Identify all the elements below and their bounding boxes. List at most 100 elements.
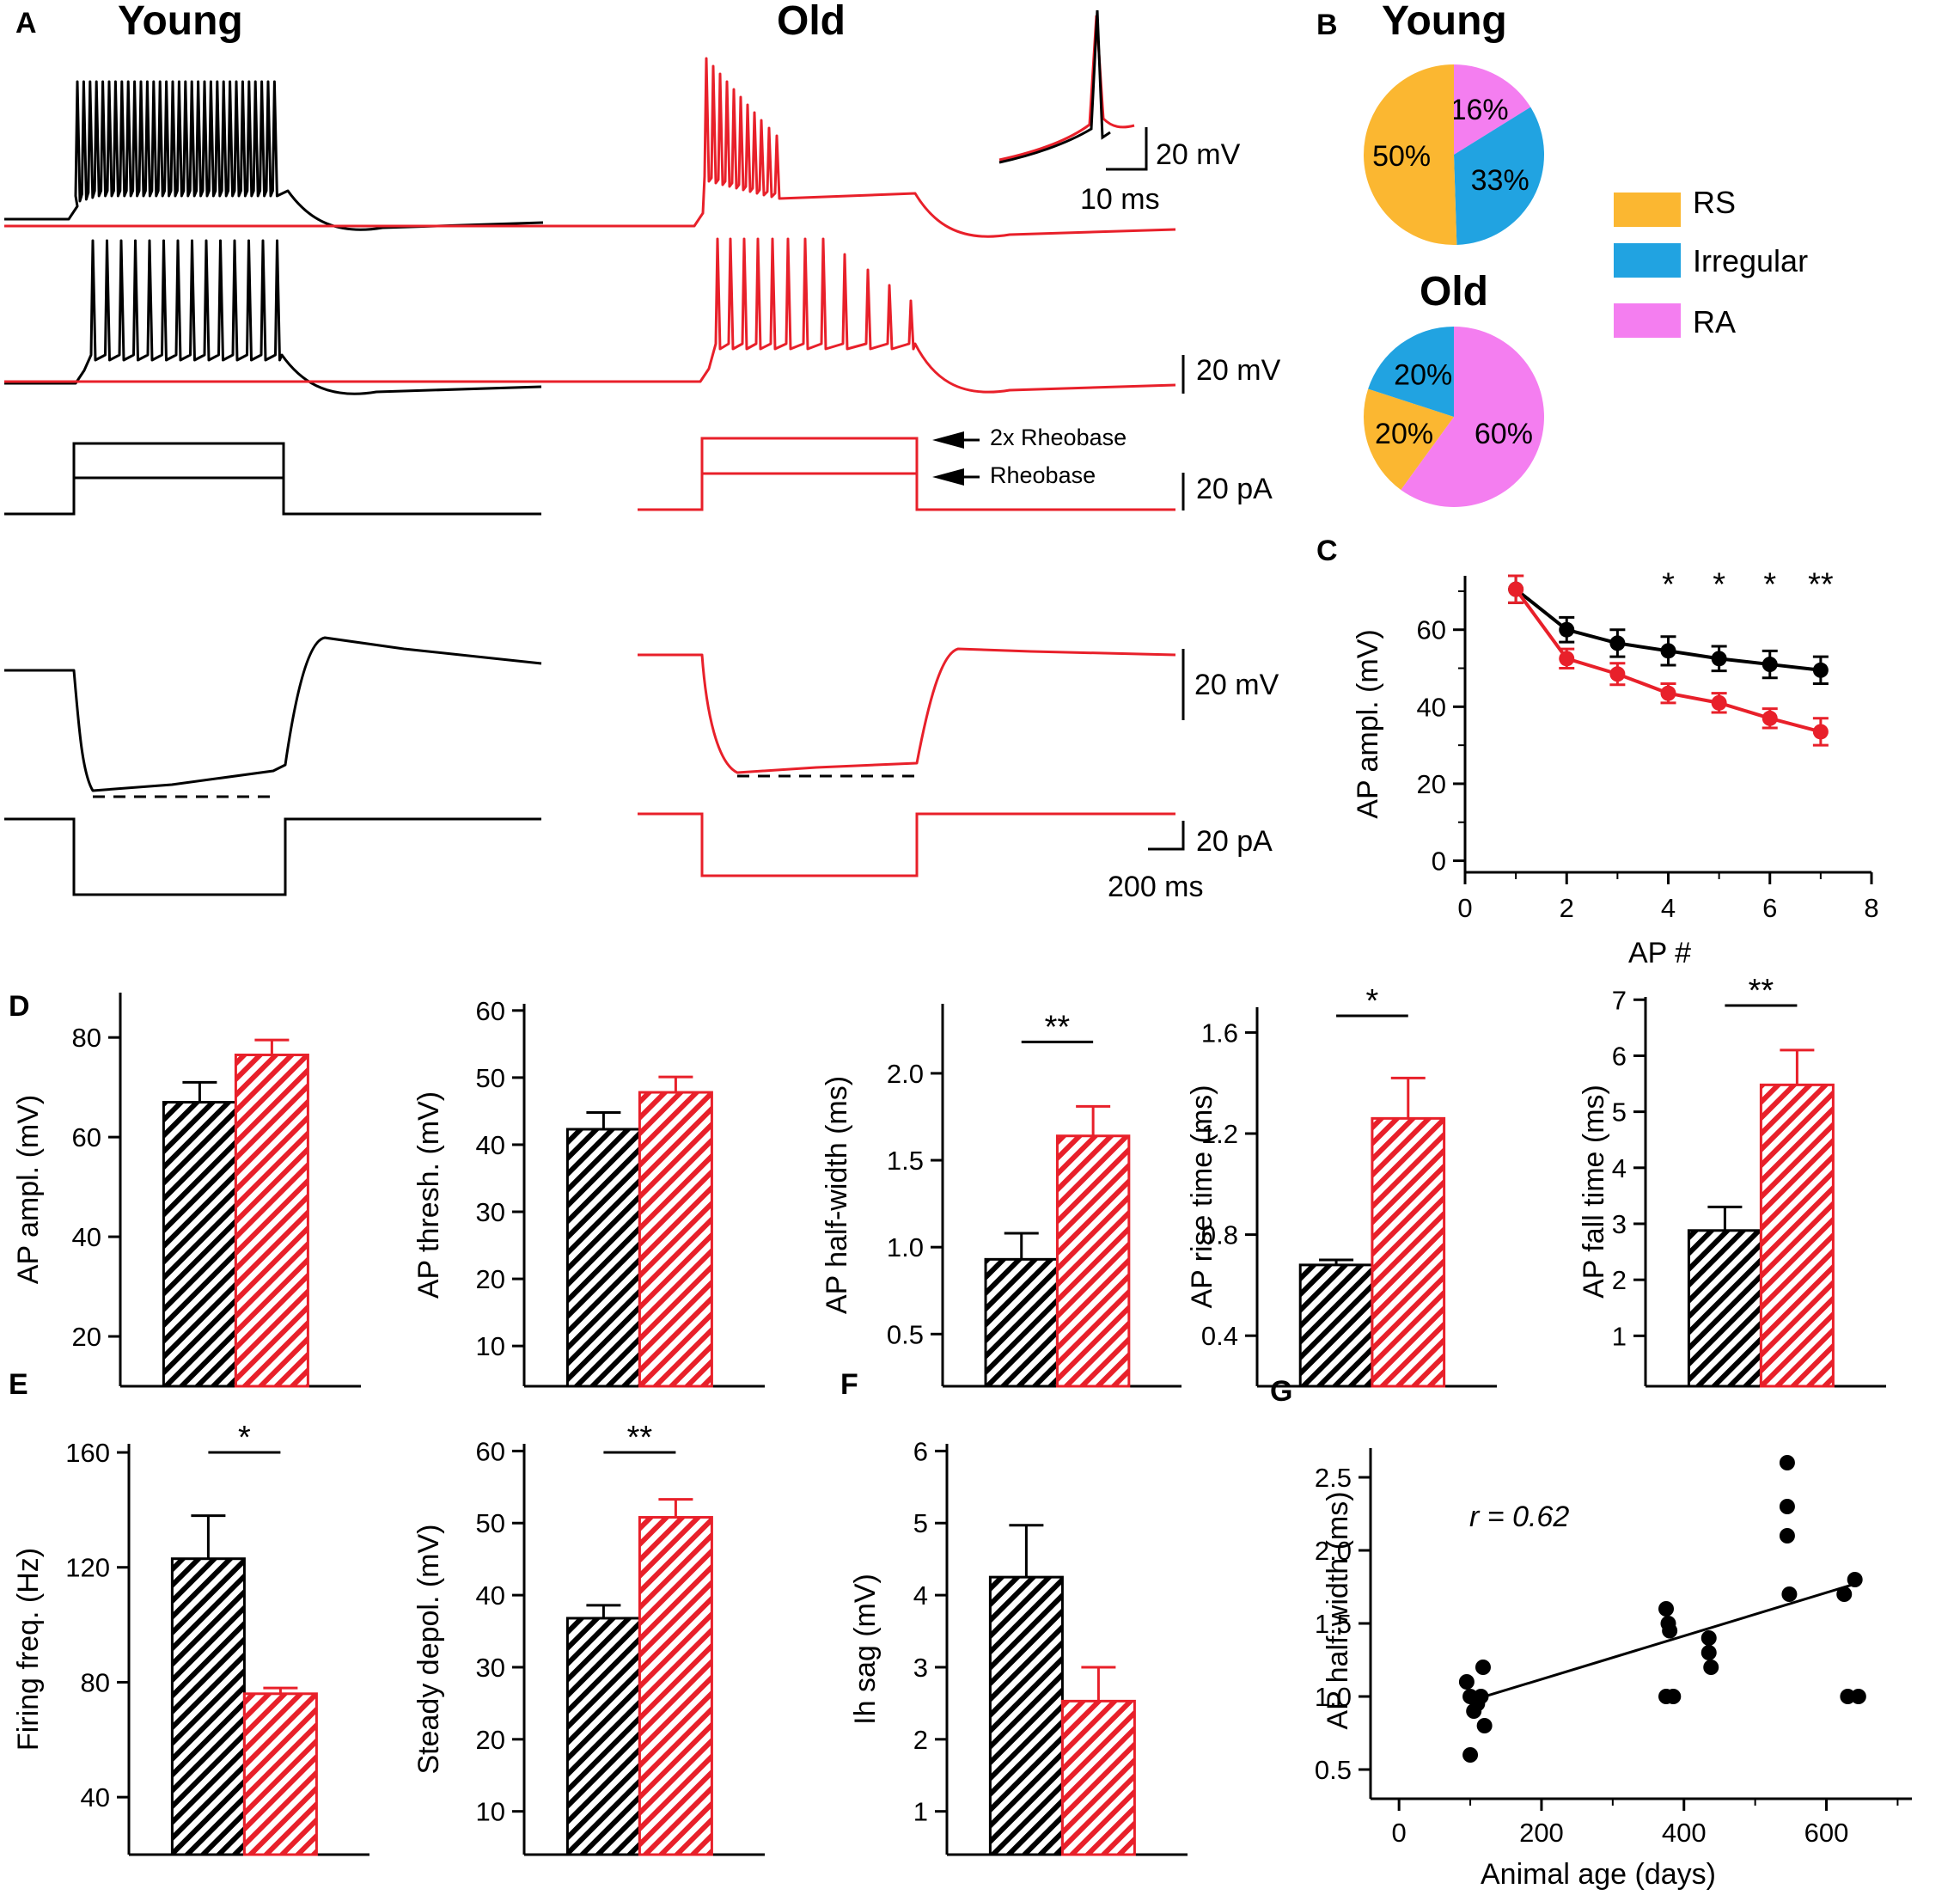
pie-chart-old: 60%20%20% bbox=[1364, 327, 1544, 507]
bar-chart-ap-rise-time: 0.40.81.21.6AP rise time (ms)* bbox=[1186, 983, 1497, 1386]
panel-label-f: F bbox=[840, 1368, 858, 1401]
g-scatter-point bbox=[1836, 1586, 1852, 1602]
chart-f-y-tick-label: 6 bbox=[913, 1436, 928, 1466]
scale-label-pa-1: 20 pA bbox=[1196, 473, 1273, 505]
chart-d2-y-tick-label: 30 bbox=[476, 1197, 505, 1227]
chart-e2-bar-young bbox=[567, 1618, 639, 1855]
chart-d2-error-bar-old bbox=[658, 1077, 693, 1092]
scale-label-pa-2: 20 pA bbox=[1196, 825, 1273, 858]
chart-d5-bar-old bbox=[1761, 1085, 1833, 1386]
bar-chart-ap-thresh: 10 20 30 40 50 60 AP thresh. (mV) bbox=[412, 996, 765, 1386]
c-point-old bbox=[1508, 582, 1523, 597]
chart-d5-y-tick-label: 1 bbox=[1612, 1321, 1627, 1351]
g-y-axis-label: AP half-width (ms) bbox=[1322, 1491, 1354, 1729]
pie-young-slice-label-rs: 50% bbox=[1372, 140, 1431, 173]
chart-d5-y-tick-label: 5 bbox=[1612, 1097, 1627, 1128]
scale-label-time: 200 ms bbox=[1108, 871, 1204, 903]
chart-d4-y-axis-label: AP rise time (ms) bbox=[1186, 1085, 1218, 1308]
chart-d5-significance-mark: ** bbox=[1749, 973, 1774, 1009]
pie-title-old: Old bbox=[1420, 269, 1488, 315]
c-point-old bbox=[1609, 666, 1625, 682]
chart-d2-bar-young bbox=[567, 1129, 639, 1386]
g-scatter-point bbox=[1473, 1689, 1488, 1704]
chart-d1-y-tick-label: 40 bbox=[72, 1222, 101, 1252]
panel-label-b: B bbox=[1316, 9, 1338, 41]
pie-young-slice-label-irregular: 33% bbox=[1471, 164, 1530, 197]
c-point-young bbox=[1813, 663, 1829, 678]
c-point-young bbox=[1762, 657, 1778, 672]
panel-label-a: A bbox=[15, 7, 37, 40]
chart-d2-y-tick-label: 40 bbox=[476, 1130, 505, 1160]
chart-e1-bar-old bbox=[244, 1694, 316, 1855]
pie-old-slice-label-ra: 60% bbox=[1475, 418, 1533, 450]
chart-f-bar-old bbox=[1062, 1701, 1134, 1855]
chart-d2-y-tick-label: 20 bbox=[476, 1264, 505, 1294]
g-scatter-point bbox=[1781, 1586, 1797, 1602]
chart-f-bar-young bbox=[990, 1577, 1062, 1855]
c-point-old bbox=[1661, 686, 1676, 701]
g-scatter-point bbox=[1703, 1660, 1719, 1675]
c-point-young bbox=[1712, 651, 1727, 666]
bar-chart-ih-sag: 1 2 3 4 5 6 Ih sag (mV) bbox=[849, 1436, 1188, 1855]
pie-young-slice-label-ra: 16% bbox=[1450, 94, 1509, 126]
young-trace-rheobase bbox=[4, 241, 541, 394]
c-significance-mark: * bbox=[1662, 567, 1675, 603]
chart-d1-bar-young bbox=[163, 1103, 235, 1386]
g-correlation-label: r = 0.62 bbox=[1469, 1501, 1569, 1533]
chart-d4-bar-old bbox=[1372, 1118, 1444, 1386]
panel-label-e: E bbox=[9, 1368, 28, 1401]
chart-d4-bar-young bbox=[1300, 1265, 1372, 1386]
panel-c: C 0 2 4 6 80204060AP #AP ampl. (mV)* * * ** bbox=[1316, 535, 1879, 969]
panel-a-young-title: Young bbox=[118, 0, 243, 44]
chart-d2-y-tick-label: 10 bbox=[476, 1331, 505, 1361]
legend-swatch-ra bbox=[1614, 303, 1681, 338]
g-y-tick-label: 0.5 bbox=[1315, 1755, 1352, 1785]
chart-d3-bar-old bbox=[1057, 1136, 1128, 1386]
chart-e1-bar-young bbox=[172, 1559, 244, 1855]
pie-title-young: Young bbox=[1382, 0, 1507, 44]
chart-d5-y-tick-label: 4 bbox=[1612, 1153, 1627, 1183]
panel-d: D 20 40 60 80 AP ampl. (mV) 10 20 30 40 50 60 AP t… bbox=[9, 973, 1886, 1386]
chart-e1-y-axis-label: Firing freq. (Hz) bbox=[12, 1548, 45, 1751]
g-scatter-point bbox=[1662, 1623, 1677, 1639]
scale-label-mv-1: 20 mV bbox=[1196, 354, 1281, 387]
chart-f-error-bar-old bbox=[1081, 1667, 1115, 1701]
chart-f-y-tick-label: 5 bbox=[913, 1508, 928, 1538]
c-point-old bbox=[1559, 651, 1574, 666]
chart-d4-y-tick-label: 0.4 bbox=[1201, 1321, 1238, 1351]
c-significance-mark: * bbox=[1713, 567, 1725, 603]
scale-label-mv-2: 20 mV bbox=[1194, 669, 1279, 701]
chart-f-y-tick-label: 4 bbox=[913, 1580, 928, 1611]
old-trace-hyperpolarization bbox=[638, 649, 1175, 773]
chart-d5-y-tick-label: 3 bbox=[1612, 1209, 1627, 1239]
chart-d5-y-tick-label: 6 bbox=[1612, 1041, 1627, 1071]
chart-e2-y-tick-label: 30 bbox=[476, 1653, 505, 1683]
g-scatter-point bbox=[1701, 1645, 1717, 1660]
chart-e2-error-bar-old bbox=[658, 1500, 693, 1518]
young-trace-hyperpolarization bbox=[4, 638, 541, 791]
c-point-old bbox=[1762, 711, 1778, 726]
c-x-tick-label: 6 bbox=[1762, 893, 1777, 923]
g-scatter-point bbox=[1462, 1747, 1478, 1763]
chart-e2-significance-mark: ** bbox=[627, 1420, 653, 1456]
chart-d1-error-bar-old bbox=[254, 1040, 289, 1054]
chart-d3-y-tick-label: 2.0 bbox=[887, 1059, 924, 1089]
g-y-tick-label: 2.5 bbox=[1315, 1463, 1352, 1493]
c-x-tick-label: 2 bbox=[1560, 893, 1574, 923]
chart-e1-error-bar-young bbox=[191, 1516, 225, 1559]
chart-d5-error-bar-young bbox=[1707, 1207, 1742, 1230]
c-y-tick-label: 60 bbox=[1417, 615, 1446, 645]
chart-d1-y-tick-label: 60 bbox=[72, 1122, 101, 1152]
panel-g: G 0 200 400 600 0.5 1.0 1.5 2.0 2.5 Animal age (d… bbox=[1270, 1375, 1912, 1891]
bar-chart-ap-half-width: 0.51.01.52.0AP half-width (ms)** bbox=[821, 1004, 1181, 1386]
bar-chart-firing-freq: 40 80 120 160 Firing freq. (Hz) * bbox=[12, 1420, 369, 1855]
chart-f-y-tick-label: 3 bbox=[913, 1653, 928, 1683]
g-scatter-point bbox=[1780, 1528, 1795, 1544]
c-x-tick-label: 0 bbox=[1457, 893, 1472, 923]
chart-e1-significance-mark: * bbox=[238, 1420, 251, 1456]
pie-old-slice-label-rs: 20% bbox=[1375, 418, 1433, 450]
chart-d4-y-tick-label: 1.6 bbox=[1201, 1018, 1238, 1048]
chart-e2-y-axis-label: Steady depol. (mV) bbox=[412, 1524, 445, 1774]
chart-d5-bar-young bbox=[1688, 1231, 1761, 1386]
chart-e2-y-tick-label: 50 bbox=[476, 1508, 505, 1538]
